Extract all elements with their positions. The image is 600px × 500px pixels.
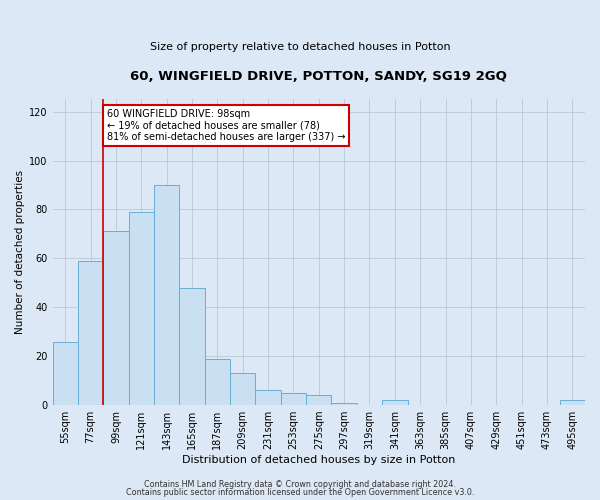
Bar (154, 185, 179, 405)
Bar (230, 374, 256, 405)
Text: 60 WINGFIELD DRIVE: 98sqm
← 19% of detached houses are smaller (78)
81% of semi-: 60 WINGFIELD DRIVE: 98sqm ← 19% of detac… (107, 109, 345, 142)
Bar (128, 212, 154, 405)
Bar (306, 396, 331, 405)
Bar (281, 393, 306, 405)
Title: 60, WINGFIELD DRIVE, POTTON, SANDY, SG19 2GQ: 60, WINGFIELD DRIVE, POTTON, SANDY, SG19… (130, 70, 507, 83)
Y-axis label: Number of detached properties: Number of detached properties (15, 170, 25, 334)
Text: Size of property relative to detached houses in Potton: Size of property relative to detached ho… (149, 42, 451, 52)
Text: Contains HM Land Registry data © Crown copyright and database right 2024.: Contains HM Land Registry data © Crown c… (144, 480, 456, 489)
Bar (78, 261, 103, 405)
Text: Contains public sector information licensed under the Open Government Licence v3: Contains public sector information licen… (126, 488, 474, 497)
Bar (205, 358, 230, 405)
Bar (256, 390, 281, 405)
Bar (103, 232, 128, 405)
Bar (53, 342, 78, 405)
X-axis label: Distribution of detached houses by size in Potton: Distribution of detached houses by size … (182, 455, 455, 465)
Bar (560, 400, 585, 405)
Bar (382, 400, 407, 405)
Bar (331, 402, 357, 405)
Bar (179, 288, 205, 405)
